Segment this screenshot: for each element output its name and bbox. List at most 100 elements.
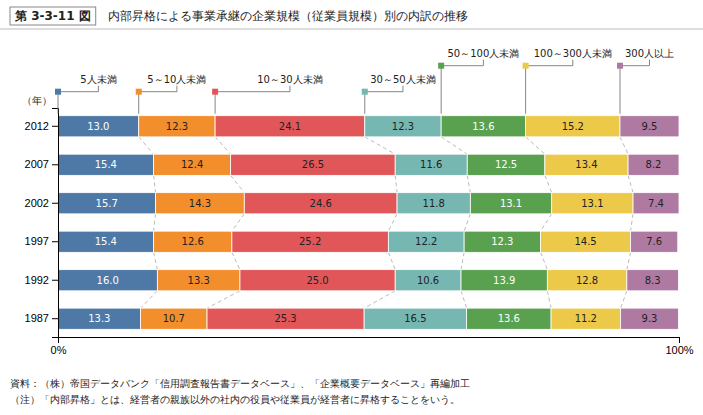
bar [631, 231, 678, 252]
connector [154, 252, 158, 269]
data-label: 7.6 [646, 236, 662, 247]
legend-swatch [617, 63, 623, 69]
legend-label: 5～10人未満 [147, 74, 206, 85]
connector [631, 214, 633, 231]
data-label: 13.4 [575, 159, 597, 170]
connector [628, 175, 633, 192]
y-tick-label: 2002 [25, 197, 49, 209]
bar [551, 308, 621, 329]
legend-item: 50～100人未満 [438, 48, 519, 114]
bar [633, 193, 679, 214]
connector [620, 137, 628, 154]
legend-bracket [58, 86, 98, 114]
bar [58, 193, 155, 214]
connector [365, 137, 395, 154]
data-label: 13.6 [498, 313, 520, 324]
bar [628, 154, 679, 175]
y-tick-mark [52, 164, 58, 165]
connectors [139, 137, 633, 308]
bar [207, 308, 364, 329]
x-tick-label: 0% [51, 344, 67, 356]
data-label: 12.3 [166, 121, 188, 132]
data-label: 13.0 [87, 121, 109, 132]
connector [461, 291, 467, 308]
subtitle: 内部昇格による事業承継の企業規模（従業員規模）別の内訳の推移 [108, 9, 468, 23]
data-label: 12.4 [181, 159, 203, 170]
data-label: 8.2 [646, 159, 662, 170]
connector [541, 214, 552, 231]
plot-area [58, 116, 679, 330]
bar [526, 116, 620, 137]
legend-item: 30～50人未満 [362, 74, 436, 114]
connector [232, 214, 244, 231]
data-label: 11.8 [423, 198, 445, 209]
series [139, 116, 245, 330]
connector [545, 175, 552, 192]
data-label: 14.3 [189, 198, 211, 209]
legend-swatch [362, 89, 368, 95]
x-tick: 100% [665, 337, 693, 356]
legend-swatch [438, 63, 444, 69]
connector [627, 252, 631, 269]
bar [155, 193, 244, 214]
series [364, 116, 470, 330]
series [58, 116, 157, 330]
data-label: 12.8 [576, 275, 598, 286]
legend-item: 5人未満 [55, 74, 117, 114]
bar [154, 231, 232, 252]
data-label: 25.2 [299, 236, 321, 247]
data-label: 13.1 [581, 198, 603, 209]
bar [58, 231, 154, 252]
y-axis-line [52, 109, 59, 338]
data-labels: 13.015.415.715.416.013.312.312.414.312.6… [87, 121, 664, 324]
bar [157, 270, 240, 291]
bar [621, 308, 679, 329]
legend-label: 50～100人未満 [447, 48, 519, 59]
legend-bracket [526, 60, 573, 114]
connector [388, 252, 395, 269]
legend-bracket [620, 60, 649, 114]
connector [621, 291, 627, 308]
bar [464, 231, 540, 252]
note: （注）「内部昇格」とは、経営者の親族以外の社内の役員や従業員が経営者に昇格するこ… [10, 394, 460, 405]
y-tick: 2007 [25, 158, 58, 170]
bar [620, 116, 679, 137]
bar [627, 270, 679, 291]
x-axis: 0% 100% [51, 337, 694, 356]
y-tick-mark [52, 241, 58, 242]
legend-item: 5～10人未満 [136, 74, 207, 114]
bar [541, 231, 631, 252]
series [207, 116, 397, 330]
data-label: 12.6 [182, 236, 204, 247]
legend-item: 300人以上 [617, 48, 674, 114]
legend-label: 30～50人未満 [370, 74, 435, 85]
header-rule [0, 29, 703, 30]
bar [461, 270, 547, 291]
title-box [10, 7, 96, 25]
y-tick-label: 2012 [25, 120, 49, 132]
legend-label: 300人以上 [625, 48, 674, 59]
connector [207, 291, 240, 308]
data-label: 24.6 [310, 198, 332, 209]
legend-item: 10～30人未満 [212, 74, 323, 114]
data-label: 15.4 [95, 159, 117, 170]
y-tick-mark [52, 126, 58, 127]
legend-swatch [212, 89, 218, 95]
connector [232, 252, 240, 269]
data-label: 10.6 [417, 275, 439, 286]
legend-item: 100～300人未満 [523, 48, 612, 114]
series [441, 116, 552, 330]
bar [244, 193, 397, 214]
notes: 資料：（株）帝国データバンク「信用調査報告書データベース」、「企業概要データベー… [10, 378, 470, 405]
legend-label: 100～300人未満 [534, 48, 612, 59]
bar [364, 308, 466, 329]
bar [154, 154, 231, 175]
bar [215, 116, 365, 137]
data-label: 7.4 [648, 198, 664, 209]
data-label: 16.5 [404, 313, 426, 324]
y-axis: 201220072002199719921987 [25, 109, 59, 338]
legend-swatch [136, 89, 142, 95]
data-label: 25.3 [274, 313, 296, 324]
legend-bracket [139, 86, 177, 114]
connector [547, 291, 551, 308]
